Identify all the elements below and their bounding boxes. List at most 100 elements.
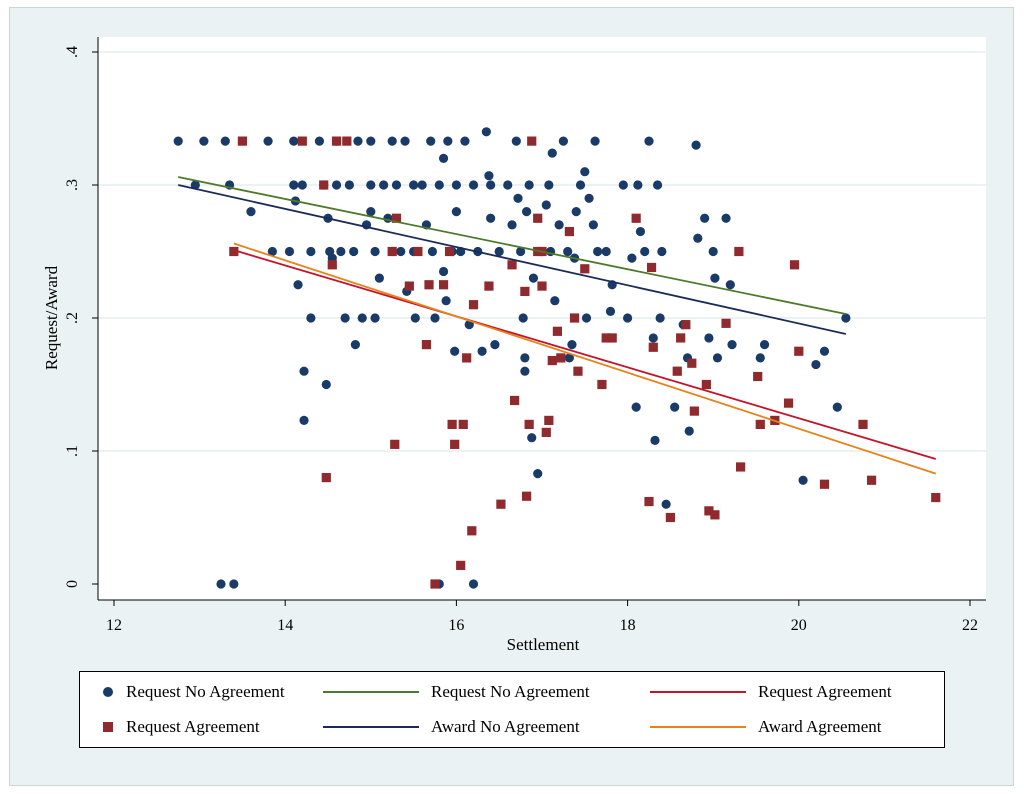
scatter-point-square	[430, 579, 440, 589]
scatter-point-circle	[468, 180, 479, 190]
scatter-point-circle	[443, 136, 453, 146]
scatter-point-circle	[544, 180, 554, 190]
scatter-point-square	[564, 226, 574, 237]
scatter-point-circle	[605, 306, 616, 316]
scatter-point-circle	[481, 127, 491, 137]
scatter-point-circle	[366, 207, 376, 217]
scatter-point-circle	[564, 353, 574, 363]
legend-item: Request Agreement	[650, 679, 892, 705]
scatter-point-circle	[374, 273, 384, 283]
scatter-point-circle	[567, 340, 577, 350]
scatter-point-square	[524, 419, 534, 429]
y-tick-label: .3	[64, 179, 81, 191]
scatter-point-square	[601, 333, 611, 343]
scatter-point-circle	[693, 233, 703, 243]
y-tick-label: .4	[64, 46, 81, 58]
fit-line	[233, 249, 937, 460]
scatter-point-circle	[229, 579, 239, 589]
scatter-point-square	[342, 136, 352, 146]
scatter-point-circle	[520, 366, 530, 376]
scatter-point-circle	[267, 246, 277, 257]
scatter-point-circle	[289, 180, 299, 190]
legend-item: Award No Agreement	[323, 714, 580, 740]
scatter-point-circle	[438, 153, 449, 163]
scatter-point-square	[421, 340, 432, 350]
scatter-point-square	[721, 318, 731, 328]
scatter-point-circle	[430, 313, 440, 323]
scatter-point-circle	[434, 180, 444, 190]
scatter-point-square	[644, 496, 654, 507]
scatter-point-circle	[451, 180, 461, 190]
scatter-point-square	[331, 136, 342, 146]
scatter-point-circle	[484, 171, 494, 181]
scatter-point-circle	[550, 296, 560, 306]
scatter-point-circle	[648, 333, 658, 343]
scatter-point-square	[704, 506, 714, 516]
scatter-point-square	[573, 366, 583, 376]
y-axis-title: Request/Award	[42, 265, 61, 370]
legend-label: Request No Agreement	[126, 682, 285, 701]
scatter-point-circle	[652, 180, 663, 190]
scatter-point-square	[819, 479, 830, 489]
scatter-point-square	[648, 342, 658, 352]
scatter-point-square	[672, 366, 682, 376]
scatter-point-square	[556, 353, 566, 363]
scatter-point-square	[229, 246, 239, 257]
scatter-point-circle	[299, 366, 309, 376]
legend-label: Request No Agreement	[431, 682, 590, 701]
legend-symbol	[323, 717, 419, 737]
scatter-point-circle	[490, 340, 500, 350]
scatter-point-circle	[554, 220, 564, 230]
scatter-point-square	[458, 419, 468, 429]
scatter-point-circle	[199, 136, 209, 146]
scatter-point-circle	[297, 180, 307, 190]
fit-line	[178, 184, 847, 335]
scatter-point-circle	[563, 246, 573, 257]
fit-lines	[178, 176, 937, 475]
scatter-point-circle	[618, 180, 628, 190]
scatter-point-square	[413, 246, 423, 257]
scatter-point-square	[753, 371, 763, 382]
legend-symbol	[90, 682, 126, 702]
scatter-point-circle	[580, 167, 590, 177]
legend-item: Request No Agreement	[323, 679, 590, 705]
legend-label: Award No Agreement	[431, 717, 580, 736]
scatter-point-circle	[284, 246, 295, 257]
scatter-point-square	[444, 246, 455, 257]
scatter-point-circle	[841, 313, 851, 323]
scatter-point-square	[450, 439, 460, 449]
scatter-point-circle	[391, 180, 402, 190]
scatter-point-square	[755, 419, 765, 429]
scatter-point-circle	[631, 402, 641, 412]
legend-label: Request Agreement	[126, 717, 260, 736]
scatter-point-circle	[657, 246, 667, 257]
scatter-point-square	[456, 560, 466, 570]
scatter-point-square	[237, 136, 247, 146]
scatter-point-circle	[350, 340, 360, 350]
scatter-point-circle	[387, 136, 397, 146]
scatter-point-square	[701, 379, 711, 390]
scatter-point-square	[510, 395, 520, 406]
y-tick-label: .2	[64, 312, 81, 324]
scatter-point-square	[447, 419, 457, 429]
scatter-point-circle	[590, 136, 600, 146]
scatter-point-square	[866, 475, 877, 485]
scatter-point-circle	[503, 180, 513, 190]
scatter-point-square	[794, 346, 804, 356]
scatter-point-circle	[190, 180, 200, 190]
legend-symbol	[90, 717, 126, 737]
scatter-point-circle	[700, 213, 710, 223]
scatter-point-circle	[173, 136, 183, 146]
scatter-point-square	[607, 333, 617, 343]
scatter-point-square	[547, 355, 557, 366]
scatter-point-circle	[575, 180, 586, 190]
scatter-point-circle	[306, 313, 316, 323]
scatter-point-circle	[520, 353, 530, 363]
scatter-point-circle	[438, 266, 449, 277]
scatter-point-circle	[468, 579, 479, 589]
scatter-point-circle	[558, 136, 569, 146]
x-axis-title: Settlement	[507, 635, 580, 654]
scatter-point-circle	[516, 246, 526, 257]
scatter-point-square	[710, 510, 720, 520]
